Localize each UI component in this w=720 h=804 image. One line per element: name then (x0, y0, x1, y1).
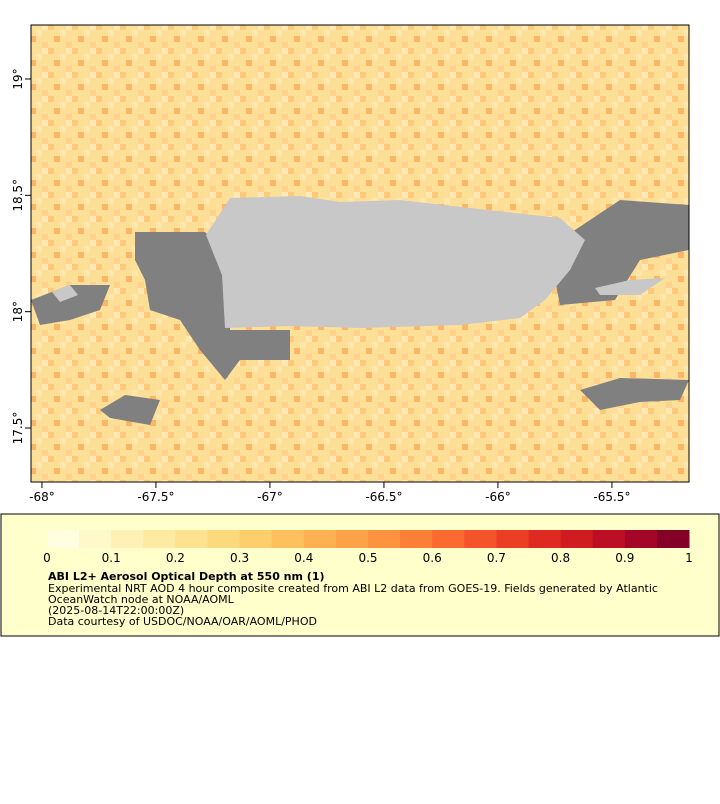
colorbar-swatch (400, 530, 433, 548)
colorbar-tick-label: 0.9 (615, 551, 634, 565)
colorbar-swatch (528, 530, 562, 548)
caption-line: (2025-08-14T22:00:00Z) (48, 604, 184, 617)
colorbar-swatch (496, 530, 529, 548)
colorbar-swatch (79, 530, 112, 548)
colorbar-tick-label: 0.4 (294, 551, 313, 565)
x-tick-label: -67.5° (137, 490, 174, 504)
land (206, 196, 585, 328)
no-data-area (135, 232, 290, 380)
x-tick-label: -68° (29, 490, 55, 504)
map (30, 24, 690, 483)
no-data-area (100, 395, 160, 425)
colorbar-swatch (368, 530, 401, 548)
colorbar-swatch (47, 530, 80, 548)
caption-title: ABI L2+ Aerosol Optical Depth at 550 nm … (48, 570, 325, 583)
y-tick-label: 17.5° (11, 412, 25, 445)
map-frame (30, 24, 690, 483)
colorbar-tick-label: 1 (685, 551, 693, 565)
colorbar-tick-label: 0.1 (102, 551, 121, 565)
colorbar-swatch (175, 530, 208, 548)
colorbar-swatch (464, 530, 497, 548)
x-tick-label: -65.5° (593, 490, 630, 504)
caption-line: Data courtesy of USDOC/NOAA/OAR/AOML/PHO… (48, 615, 317, 628)
no-data-area (31, 285, 110, 325)
colorbar-swatch (432, 530, 465, 548)
colorbar-tick-label: 0.6 (423, 551, 442, 565)
x-tick-label: -66° (485, 490, 511, 504)
y-tick-label: 18° (11, 301, 25, 322)
no-data-area (580, 378, 689, 410)
colorbar-swatch (335, 530, 369, 548)
colorbar-swatch (239, 530, 273, 548)
colorbar-swatch (592, 530, 626, 548)
colorbar-swatch (207, 530, 241, 548)
y-tick-label: 18.5° (11, 179, 25, 212)
colorbar-tick-label: 0.5 (358, 551, 377, 565)
colorbar-tick-label: 0.2 (166, 551, 185, 565)
colorbar-swatch (111, 530, 144, 548)
colorbar-swatch (656, 530, 690, 548)
land (595, 278, 665, 295)
y-tick-label: 19° (11, 68, 25, 89)
colorbar-tick-label: 0.3 (230, 551, 249, 565)
colorbar-swatch (303, 530, 337, 548)
colorbar-swatch (560, 530, 594, 548)
colorbar-swatch (624, 530, 658, 548)
x-tick-label: -67° (257, 490, 283, 504)
colorbar-tick-label: 0.8 (551, 551, 570, 565)
colorbar-swatch (271, 530, 305, 548)
caption-line: OceanWatch node at NOAA/AOML (48, 593, 235, 606)
x-tick-label: -66.5° (365, 490, 402, 504)
no-data-area (555, 200, 689, 305)
colorbar-tick-label: 0 (43, 551, 51, 565)
colorbar-swatch (143, 530, 176, 548)
caption-line: Experimental NRT AOD 4 hour composite cr… (48, 582, 658, 595)
land (52, 285, 78, 302)
colorbar-tick-label: 0.7 (487, 551, 506, 565)
